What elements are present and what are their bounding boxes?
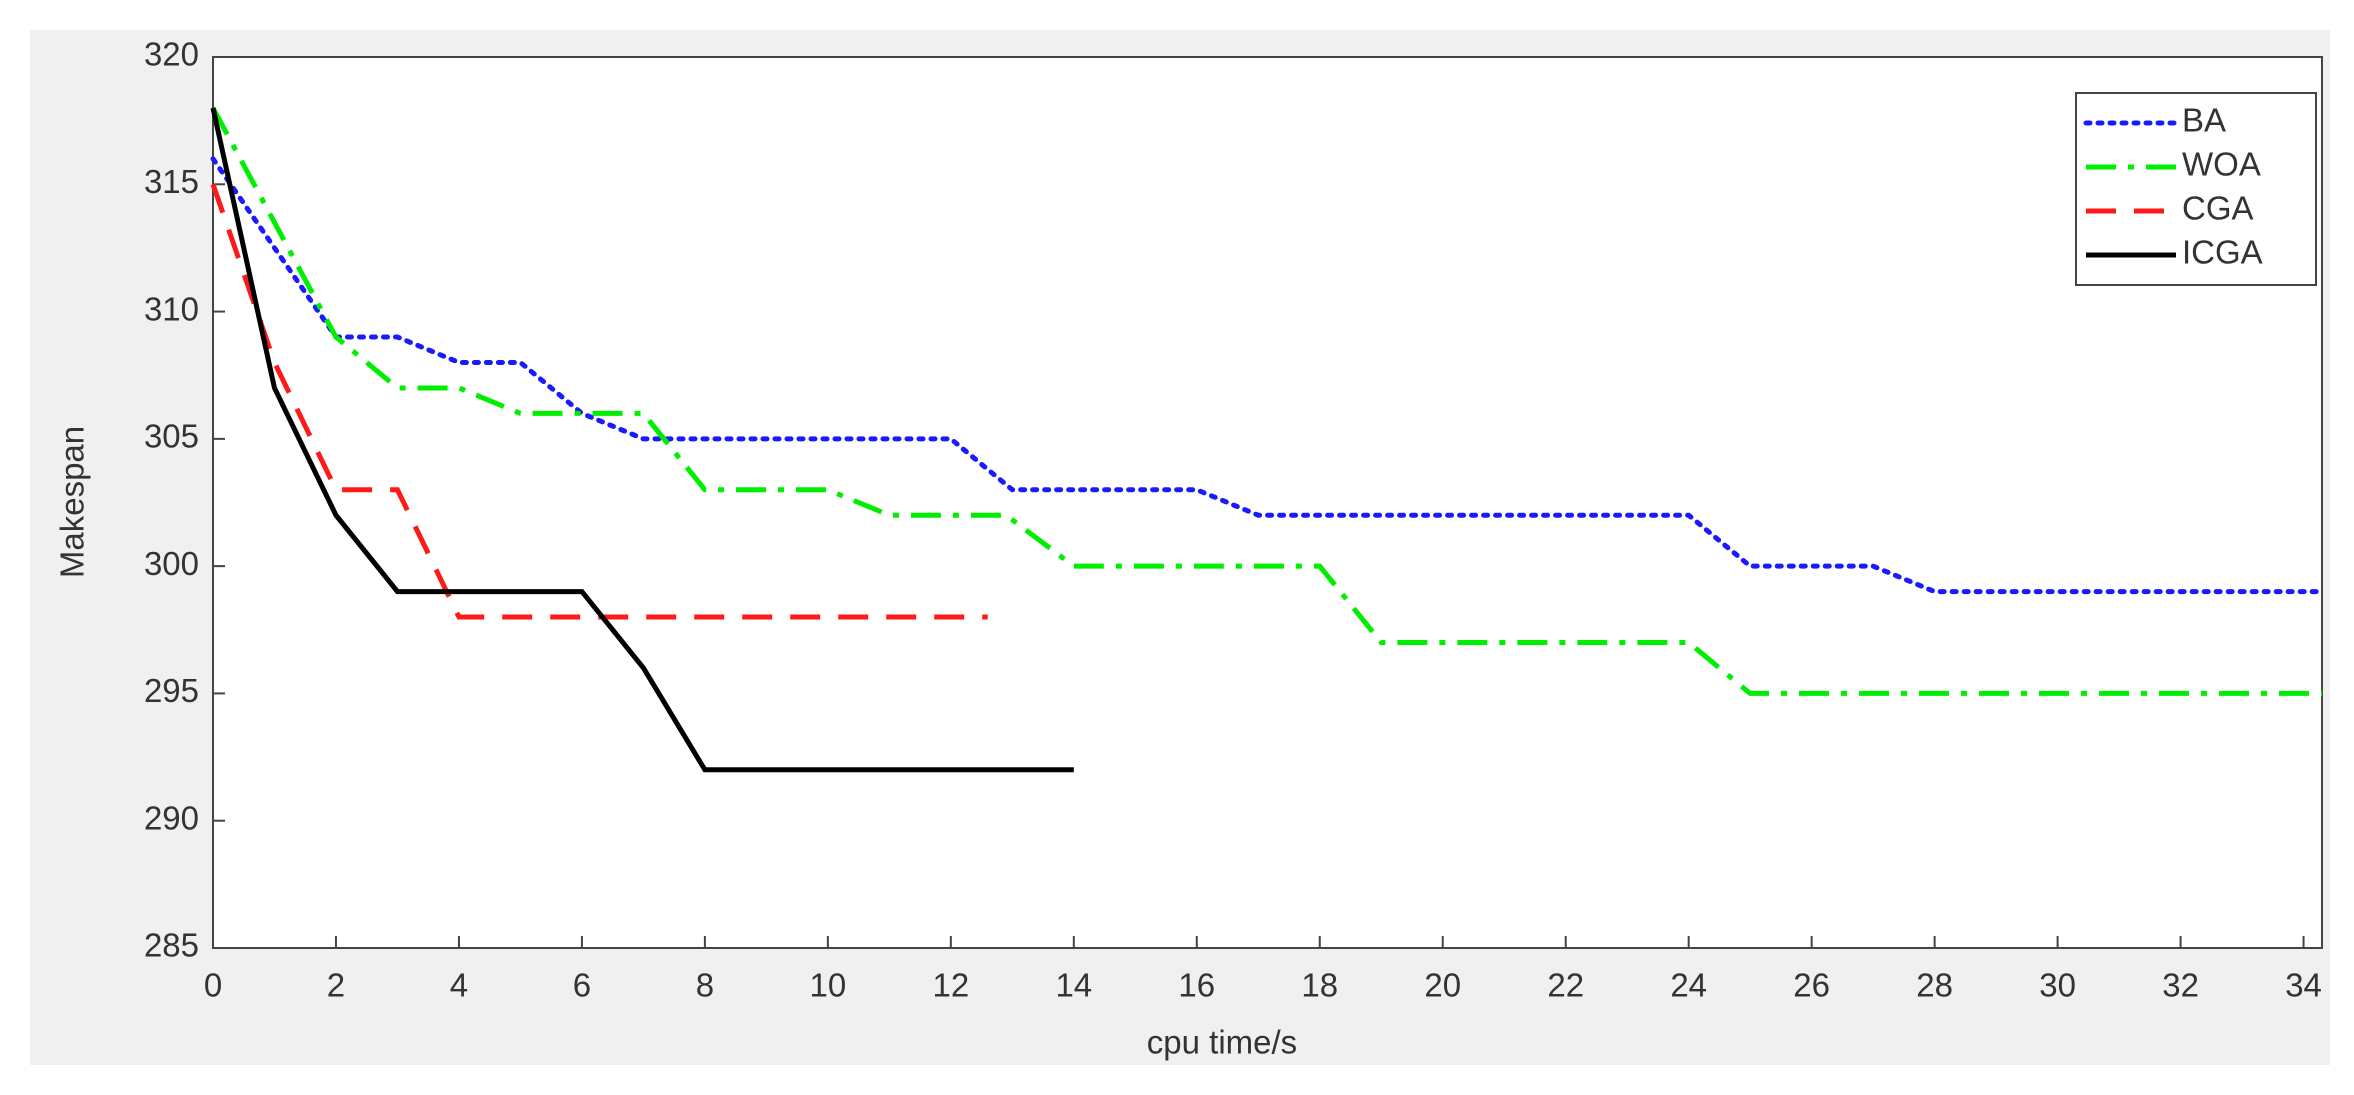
x-tick-label: 18 — [1301, 967, 1338, 1004]
y-tick-label: 310 — [144, 290, 199, 327]
x-tick-label: 30 — [2039, 967, 2076, 1004]
x-tick-label: 34 — [2285, 967, 2322, 1004]
legend-label: WOA — [2182, 146, 2261, 183]
y-tick-label: 315 — [144, 163, 199, 200]
y-axis-label: Makespan — [54, 426, 91, 578]
x-tick-label: 22 — [1547, 967, 1584, 1004]
y-tick-label: 300 — [144, 545, 199, 582]
x-tick-label: 12 — [932, 967, 969, 1004]
legend-label: BA — [2182, 102, 2226, 139]
y-tick-label: 285 — [144, 927, 199, 964]
x-axis-label: cpu time/s — [1147, 1024, 1297, 1061]
x-tick-label: 0 — [204, 967, 222, 1004]
y-tick-label: 305 — [144, 418, 199, 455]
x-tick-label: 2 — [327, 967, 345, 1004]
y-tick-label: 290 — [144, 799, 199, 836]
series-line — [210, 156, 2325, 595]
x-tick-label: 26 — [1793, 967, 1830, 1004]
x-tick-label: 32 — [2162, 967, 2199, 1004]
x-tick-label: 24 — [1670, 967, 1707, 1004]
x-tick-label: 8 — [696, 967, 714, 1004]
y-tick-label: 320 — [144, 36, 199, 73]
legend-label: ICGA — [2182, 234, 2263, 271]
x-tick-label: 4 — [450, 967, 468, 1004]
plot-area — [212, 56, 2323, 949]
x-tick-label: 10 — [810, 967, 847, 1004]
x-tick-label: 14 — [1055, 967, 1092, 1004]
y-tick-label: 295 — [144, 672, 199, 709]
x-tick-label: 20 — [1424, 967, 1461, 1004]
series-line — [210, 106, 2322, 696]
x-tick-label: 6 — [573, 967, 591, 1004]
x-tick-label: 16 — [1178, 967, 1215, 1004]
x-tick-label: 28 — [1916, 967, 1953, 1004]
legend-label: CGA — [2182, 190, 2254, 227]
series-line — [210, 107, 1074, 773]
